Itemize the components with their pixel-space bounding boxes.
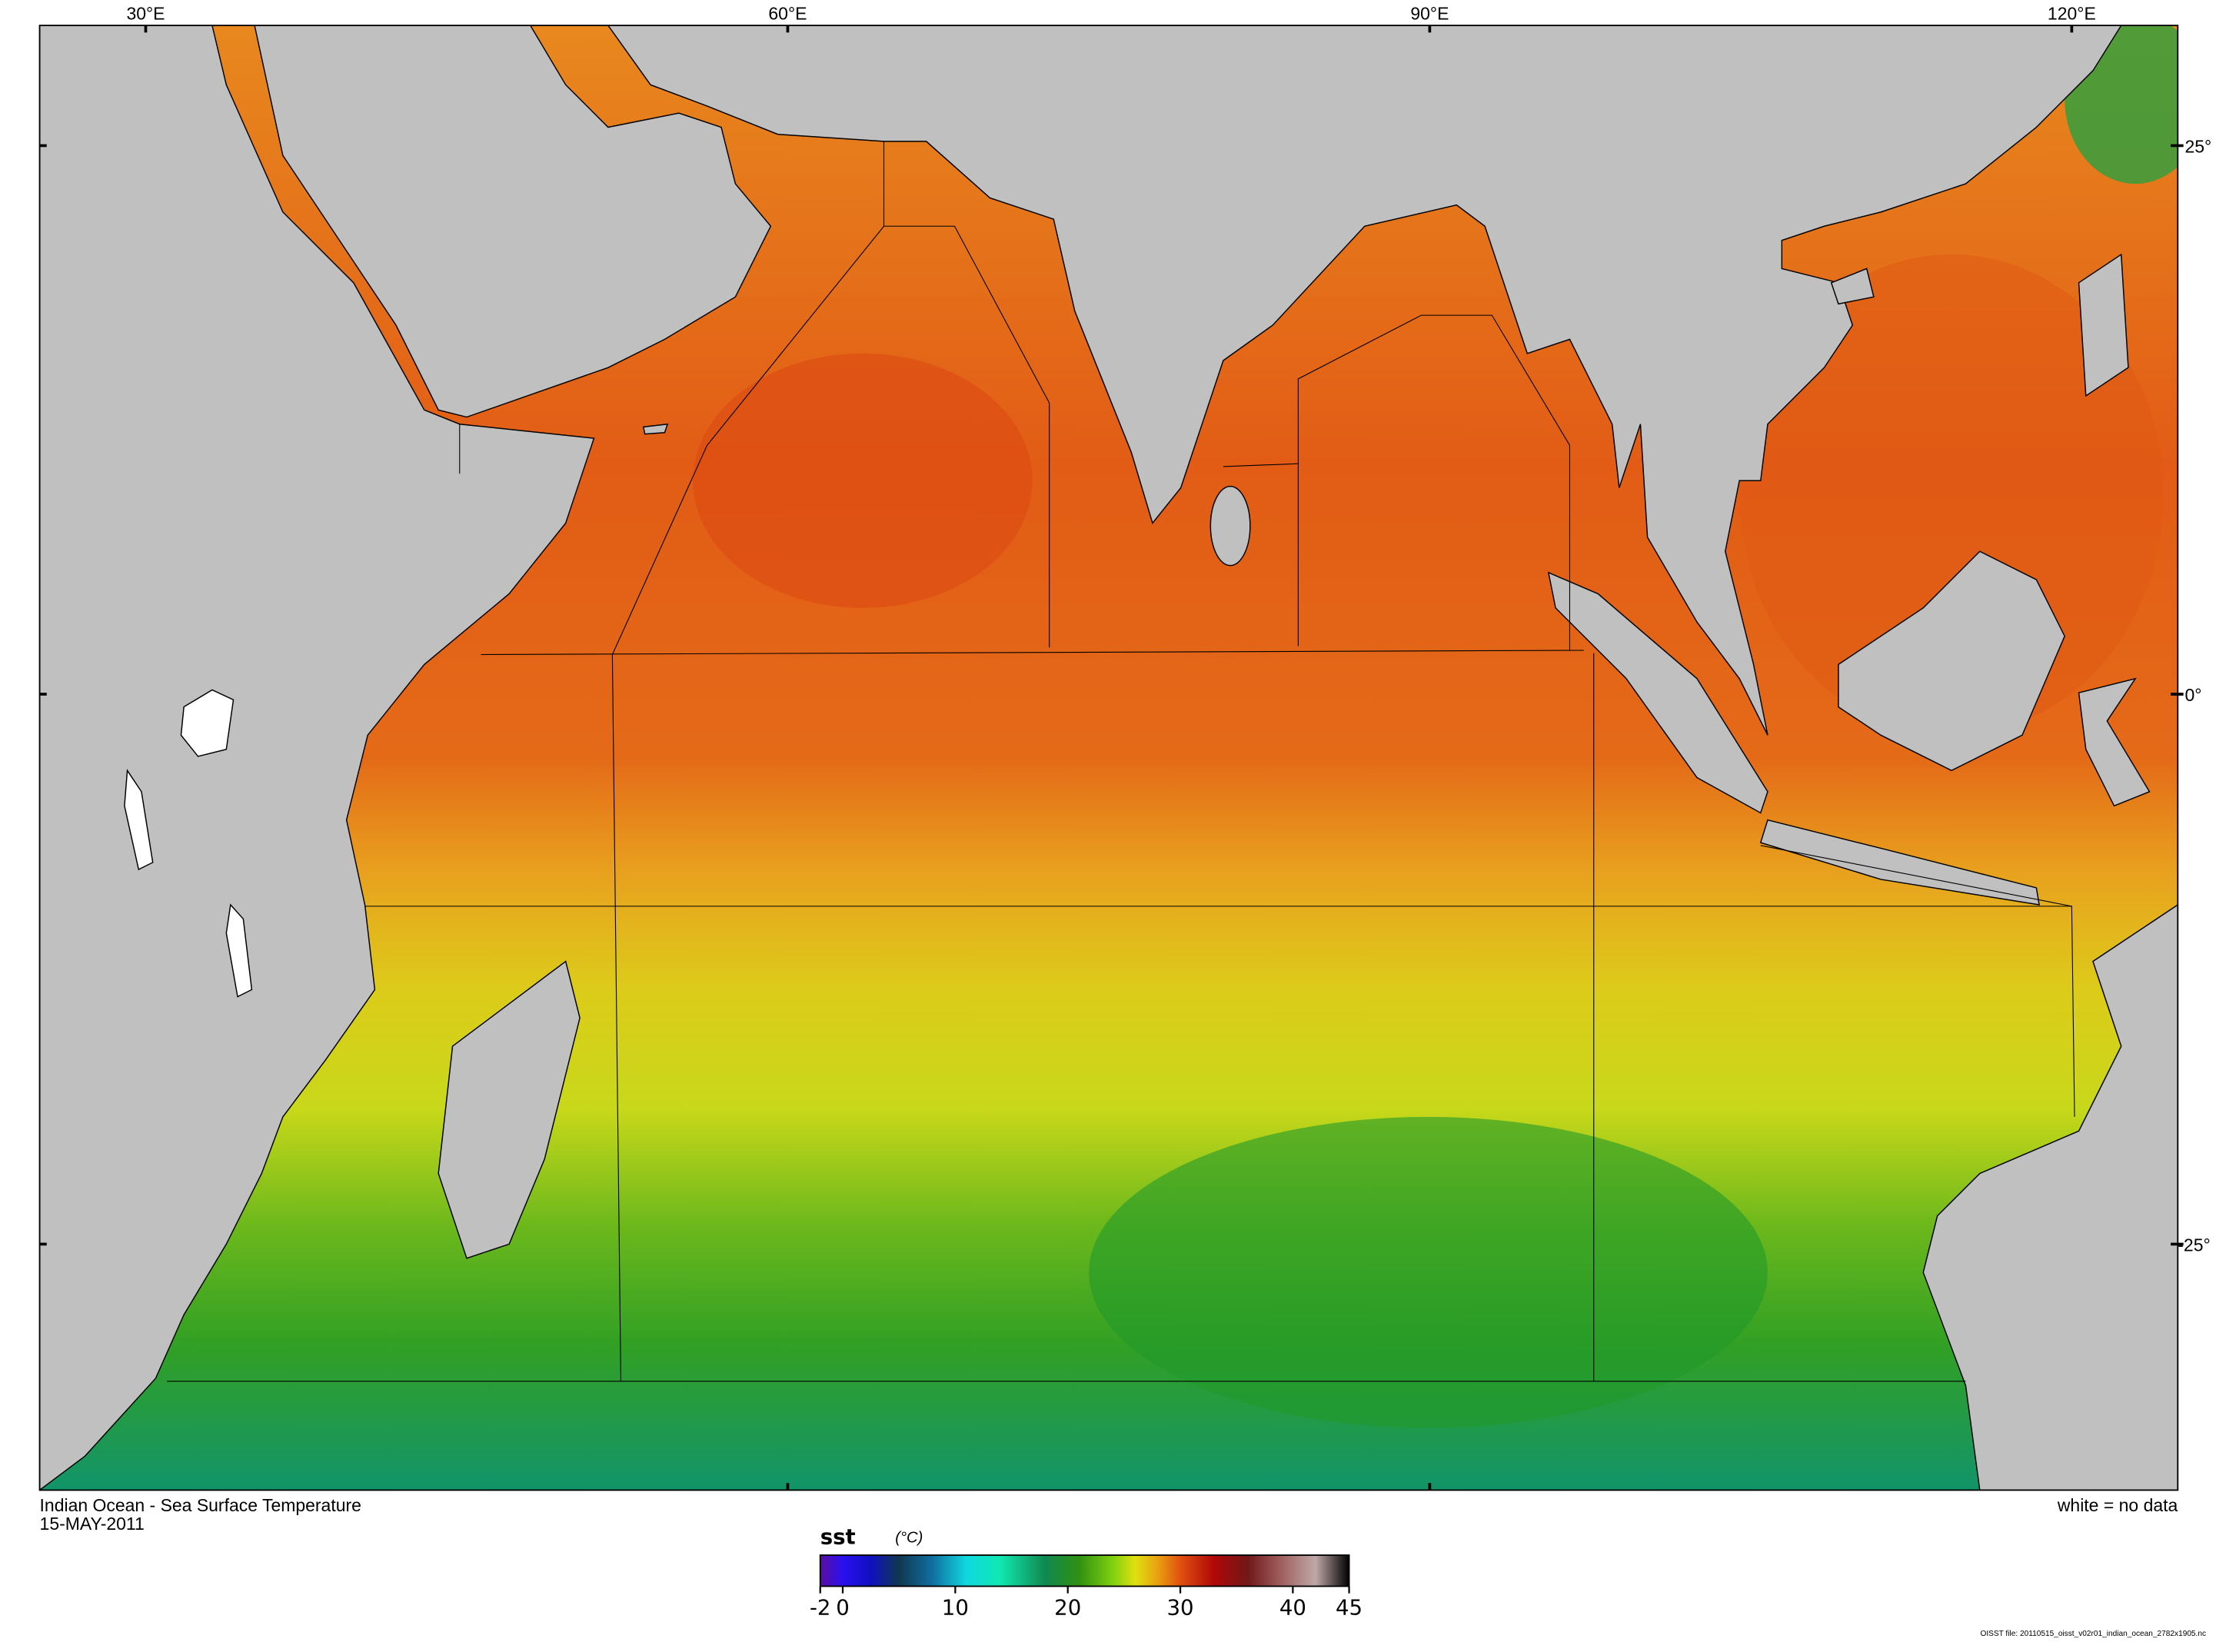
file-note: OISST file: 20110515_oisst_v02r01_indian…	[1980, 1630, 2206, 1638]
colorbar-ticks: -2 0 10 20 30 40 45	[810, 1586, 1363, 1620]
colorbar-tick-label: 10	[942, 1594, 969, 1620]
map-date: 15-MAY-2011	[40, 1514, 145, 1534]
lon-label-90e: 90°E	[1410, 4, 1449, 24]
colorbar: sst (°C) -2 0 10 20 30 40 45	[810, 1524, 1363, 1620]
land-arabia	[254, 25, 772, 418]
land-africa	[39, 25, 595, 1491]
land-sumatra	[1547, 571, 1768, 814]
colorbar-tick-label: 40	[1279, 1594, 1306, 1620]
colorbar-units: (°C)	[895, 1529, 923, 1546]
latitude-axis: 25° 0° -25°	[39, 137, 2211, 1255]
colorbar-tick-label: 30	[1167, 1594, 1194, 1620]
land-hainan	[1830, 268, 1875, 305]
no-data-note: white = no data	[2057, 1495, 2178, 1515]
lake-victoria-no-data	[124, 769, 154, 871]
colorbar-tick-label: 0	[836, 1594, 850, 1620]
warm-pool-indonesia	[1739, 254, 2164, 736]
lake-no-data	[225, 903, 253, 998]
lat-label-0: 0°	[2184, 685, 2201, 705]
lon-label-60e: 60°E	[768, 4, 807, 24]
land-asia	[607, 25, 2122, 736]
map-title: Indian Ocean - Sea Surface Temperature	[40, 1495, 361, 1515]
map-panel	[39, 25, 2178, 1491]
land-borneo	[1838, 550, 2065, 772]
colorbar-tick-label: 45	[1336, 1594, 1363, 1620]
colorbar-variable: sst	[820, 1524, 856, 1549]
colorbar-ramp	[819, 1554, 1350, 1587]
lon-label-120e: 120°E	[2048, 4, 2096, 24]
land-philippines	[2078, 253, 2129, 397]
land-sulawesi	[2078, 677, 2151, 807]
longitude-axis: 30°E 60°E 90°E 120°E	[126, 4, 2096, 1491]
island-no-data	[180, 689, 235, 757]
map-frame	[38, 25, 2179, 1491]
land-australia	[1922, 904, 2178, 1491]
land-java	[1759, 819, 2040, 906]
lat-label-25n: 25°	[2184, 137, 2211, 157]
lat-label-25s: -25°	[2178, 1235, 2210, 1255]
lon-label-30e: 30°E	[126, 4, 165, 24]
region-boundaries	[167, 141, 2075, 1382]
colorbar-tick-label: -2	[810, 1594, 831, 1620]
land-madagascar	[438, 960, 581, 1259]
warm-pool-arabian-sea	[693, 353, 1033, 608]
cool-green-patch	[1089, 1116, 1768, 1428]
land-sri-lanka	[1209, 485, 1251, 567]
land-socotra	[642, 423, 669, 435]
colorbar-tick-label: 20	[1054, 1594, 1081, 1620]
